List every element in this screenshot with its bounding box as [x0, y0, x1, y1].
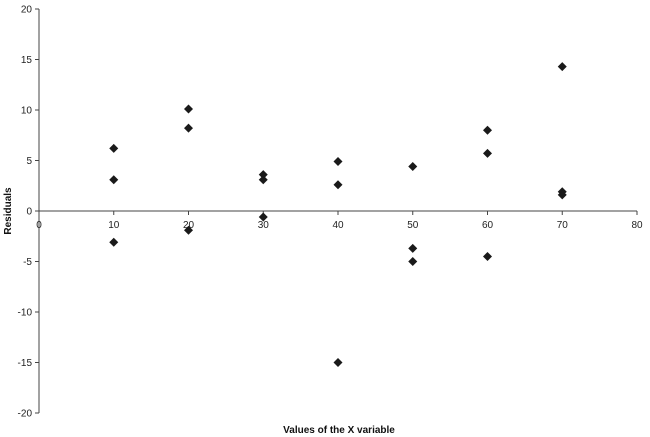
x-tick-label: 40 [332, 220, 344, 231]
data-point [483, 125, 492, 135]
data-point [184, 104, 193, 114]
data-point [557, 62, 567, 72]
data-point [557, 190, 567, 200]
data-point [408, 162, 418, 172]
data-point [333, 358, 343, 367]
data-point [109, 143, 119, 153]
y-axis-title: Residuals [3, 187, 14, 235]
x-tick-label: 80 [631, 220, 643, 231]
data-point [258, 175, 268, 185]
y-tick-label: -15 [18, 358, 33, 369]
data-point [258, 170, 268, 180]
x-tick-label: 30 [258, 220, 270, 231]
y-tick-label: -5 [23, 257, 32, 268]
data-point [184, 225, 193, 235]
y-tick-label: 0 [26, 207, 32, 218]
x-tick-label: 10 [108, 220, 120, 231]
x-tick-label: 70 [557, 220, 569, 231]
data-point [483, 251, 492, 261]
data-point [408, 257, 418, 266]
y-tick-label: -20 [18, 409, 33, 420]
y-tick-label: 10 [21, 106, 33, 117]
data-point [333, 180, 343, 190]
data-point [408, 243, 418, 253]
ticks: -20 -15 -10 -5 0 5 10 15 20 0 10 20 30 40 50 60 70 80 [18, 5, 643, 420]
x-axis-title: Values of the X variable [283, 425, 395, 436]
y-tick-label: -10 [18, 308, 33, 319]
data-point [483, 148, 492, 158]
data-point [184, 123, 193, 133]
data-point [109, 237, 119, 247]
x-tick-label: 50 [407, 220, 419, 231]
x-tick-label: 0 [36, 220, 42, 231]
data-point [333, 157, 343, 167]
y-tick-label: 20 [21, 5, 33, 16]
y-tick-label: 5 [26, 156, 32, 167]
x-tick-label: 60 [482, 220, 494, 231]
data-point [258, 212, 268, 222]
data-point [109, 175, 119, 185]
y-tick-label: 15 [21, 55, 33, 66]
x-tick-label: 20 [183, 220, 195, 231]
data-points [109, 62, 567, 367]
